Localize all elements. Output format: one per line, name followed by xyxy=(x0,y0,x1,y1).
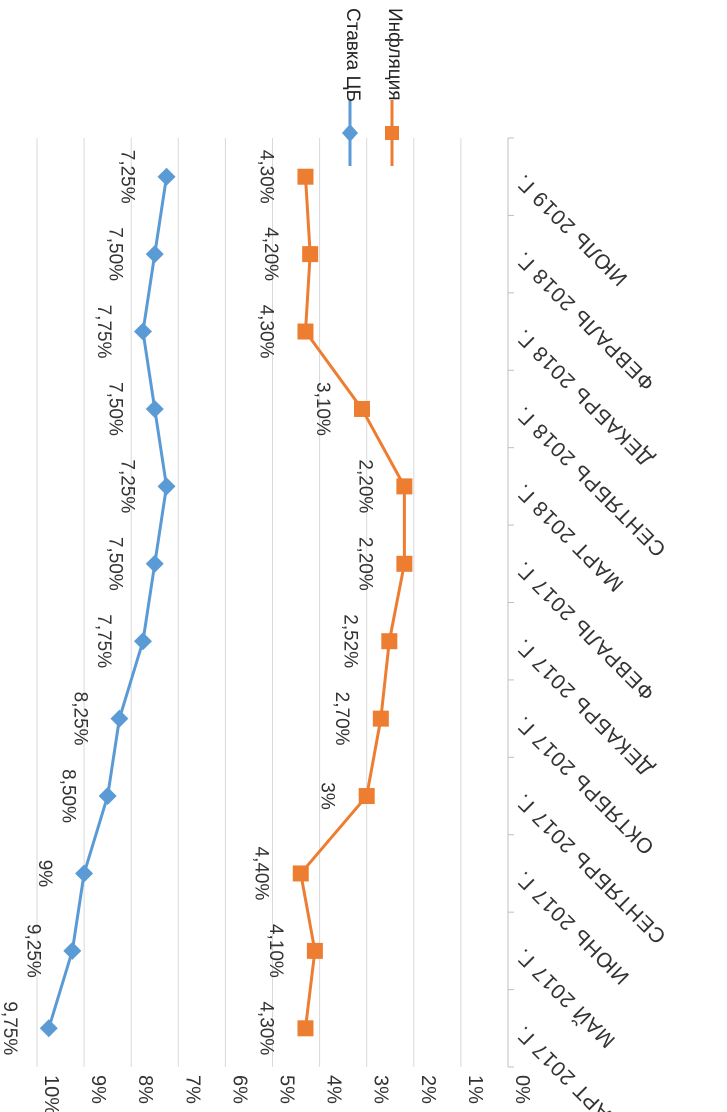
y-tick-label: 2% xyxy=(417,1075,439,1104)
data-point-marker xyxy=(297,168,314,185)
data-label: 7,75% xyxy=(93,305,114,359)
data-point-marker xyxy=(110,709,129,728)
x-tick-label: СЕНТЯБРЬ 2017 Г. xyxy=(511,789,670,948)
data-point-marker xyxy=(353,400,370,417)
data-point-marker xyxy=(306,942,323,959)
y-tick-label: 10% xyxy=(40,1075,62,1112)
data-point-marker xyxy=(39,1019,58,1038)
series-lines xyxy=(39,167,413,1038)
data-label: 2,52% xyxy=(339,614,360,668)
data-label: 2,20% xyxy=(354,459,375,513)
legend: Ставка ЦБ Инфляция xyxy=(342,8,405,166)
data-point-marker xyxy=(372,710,389,727)
data-label: 7,25% xyxy=(117,459,138,513)
data-point-marker xyxy=(157,167,176,186)
x-tick-label: ДЕКАБРЬ 2018 Г. xyxy=(511,324,657,470)
data-label: 8,25% xyxy=(69,692,90,746)
data-label: 4,40% xyxy=(251,847,272,901)
legend-label: Инфляция xyxy=(384,8,405,101)
data-point-marker xyxy=(133,322,152,341)
y-tick-label: 4% xyxy=(323,1075,345,1104)
legend-label: Ставка ЦБ xyxy=(342,8,363,102)
y-tick-label: 9% xyxy=(87,1075,109,1104)
data-point-marker xyxy=(98,787,117,806)
x-tick-label: ДЕКАБРЬ 2017 Г. xyxy=(511,634,657,780)
y-tick-label: 6% xyxy=(228,1075,250,1104)
data-point-marker xyxy=(396,478,413,495)
data-point-marker xyxy=(297,323,314,340)
y-tick-label: 0% xyxy=(511,1075,533,1104)
data-label: 7,50% xyxy=(105,382,126,436)
gridlines xyxy=(36,138,509,1067)
data-point-marker xyxy=(145,245,164,264)
data-point-marker xyxy=(157,477,176,496)
data-labels: 9,75% 9,25% 9% 8,50% 8,25% 7,75% 7,50% 7,25% 7,5… xyxy=(0,150,375,1056)
y-tick-label: 5% xyxy=(276,1075,298,1104)
y-tick-label: 8% xyxy=(134,1075,156,1104)
data-point-marker xyxy=(302,246,319,263)
data-point-marker xyxy=(145,554,164,573)
y-tick-label: 3% xyxy=(370,1075,392,1104)
data-point-marker xyxy=(358,788,375,805)
x-tick-label: ФЕВРАЛЬ 2018 Г. xyxy=(511,247,659,395)
data-label: 4,20% xyxy=(260,227,281,281)
y-tick-label: 1% xyxy=(464,1075,486,1104)
data-point-marker xyxy=(75,864,94,883)
data-point-marker xyxy=(133,632,152,651)
legend-marker xyxy=(342,124,358,142)
data-label: 7,25% xyxy=(117,150,138,204)
series-line xyxy=(299,176,406,1029)
data-point-marker xyxy=(292,865,309,882)
data-label: 2,70% xyxy=(331,692,352,746)
data-label: 4,30% xyxy=(255,305,276,359)
data-point-marker xyxy=(145,399,164,418)
data-point-marker xyxy=(396,555,413,572)
data-point-marker xyxy=(297,1020,314,1037)
data-label: 4,30% xyxy=(255,150,276,204)
legend-marker xyxy=(385,126,399,140)
data-label: 7,50% xyxy=(105,537,126,591)
data-label: 9,75% xyxy=(0,1001,20,1055)
data-label: 7,75% xyxy=(93,614,114,668)
data-label: 3% xyxy=(317,782,338,810)
x-tick-label: ОКТЯБРЬ 2017 Г. xyxy=(511,711,659,859)
x-tick-label: ФЕВРАЛЬ 2017 Г. xyxy=(511,556,659,704)
data-label: 3,10% xyxy=(312,382,333,436)
data-label: 8,50% xyxy=(58,769,79,823)
x-tick-label: СЕНТЯБРЬ 2018 Г. xyxy=(511,402,670,561)
y-tick-label: 7% xyxy=(181,1075,203,1104)
data-label: 9,25% xyxy=(22,924,43,978)
data-label: 4,10% xyxy=(265,924,286,978)
data-label: 2,20% xyxy=(354,537,375,591)
data-label: 4,30% xyxy=(255,1001,276,1055)
series-line xyxy=(47,176,169,1029)
data-label: 9% xyxy=(34,860,55,888)
data-label: 7,50% xyxy=(105,227,126,281)
data-point-marker xyxy=(381,633,398,650)
data-point-marker xyxy=(63,941,82,960)
